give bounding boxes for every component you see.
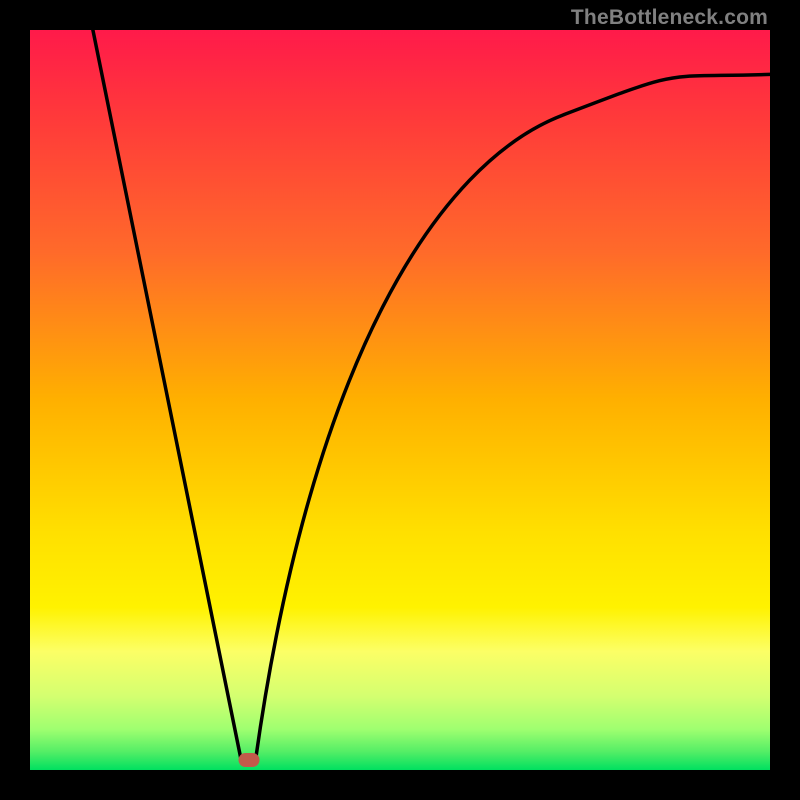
watermark-text: TheBottleneck.com	[571, 6, 768, 30]
curve-overlay	[30, 30, 770, 770]
minimum-marker	[239, 753, 260, 767]
chart-plot-area	[30, 30, 770, 770]
curve-left-segment	[93, 30, 241, 759]
curve-right-segment	[256, 74, 770, 759]
